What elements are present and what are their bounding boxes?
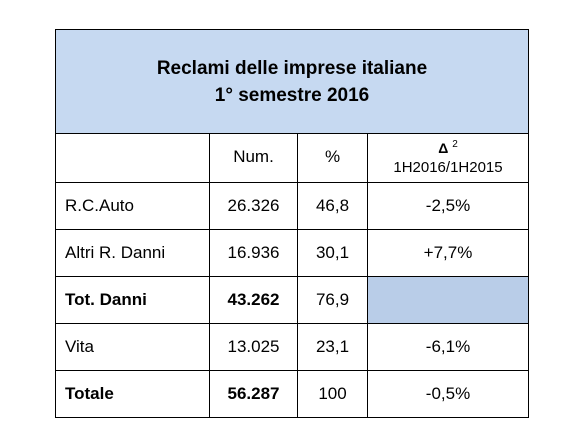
table-row-tot-danni: Tot. Danni 43.262 76,9 xyxy=(56,275,528,324)
row-delta: -0,5% xyxy=(367,369,528,417)
header-pct: % xyxy=(297,133,368,183)
row-label: Totale xyxy=(56,369,210,417)
table-title-line-2: 1° semestre 2016 xyxy=(214,84,370,106)
row-label: Vita xyxy=(56,322,210,371)
delta-period: 1H2016/1H2015 xyxy=(393,158,503,176)
row-pct: 100 xyxy=(297,369,368,417)
row-num: 13.025 xyxy=(209,322,298,371)
table-title-line-1: Reclami delle imprese italiane xyxy=(156,57,428,79)
row-label: R.C.Auto xyxy=(56,181,210,230)
table-row-totale: Totale 56.287 100 -0,5% xyxy=(56,369,528,417)
row-delta: -6,1% xyxy=(367,322,528,371)
row-num: 16.936 xyxy=(209,228,298,277)
row-num: 26.326 xyxy=(209,181,298,230)
row-pct: 46,8 xyxy=(297,181,368,230)
delta-superscript: 2 xyxy=(452,138,458,150)
row-pct: 30,1 xyxy=(297,228,368,277)
row-num: 56.287 xyxy=(209,369,298,417)
row-label: Altri R. Danni xyxy=(56,228,210,277)
delta-symbol: Δ xyxy=(438,139,449,156)
table-row-rc-auto: R.C.Auto 26.326 46,8 -2,5% xyxy=(56,181,528,230)
table-title: Reclami delle imprese italiane 1° semest… xyxy=(56,30,528,134)
row-pct: 23,1 xyxy=(297,322,368,371)
row-pct: 76,9 xyxy=(297,275,368,324)
row-delta-empty-shaded xyxy=(367,275,528,324)
complaints-table-frame: Reclami delle imprese italiane 1° semest… xyxy=(55,29,529,418)
header-empty-cell xyxy=(56,133,210,183)
row-delta: -2,5% xyxy=(367,181,528,230)
header-num: Num. xyxy=(209,133,298,183)
table-row-altri-r-danni: Altri R. Danni 16.936 30,1 +7,7% xyxy=(56,228,528,277)
row-num: 43.262 xyxy=(209,275,298,324)
table-row-vita: Vita 13.025 23,1 -6,1% xyxy=(56,322,528,371)
row-label: Tot. Danni xyxy=(56,275,210,324)
row-delta: +7,7% xyxy=(367,228,528,277)
